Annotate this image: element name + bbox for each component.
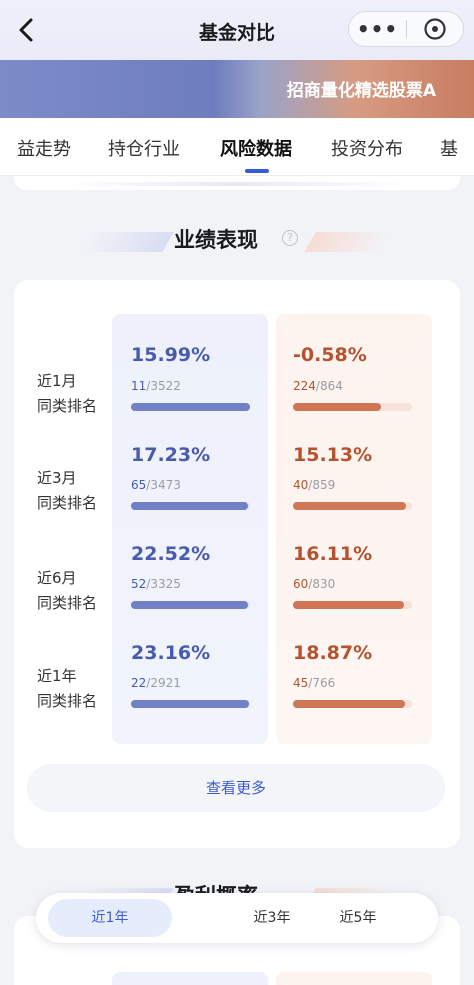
fund-b-column [276, 972, 432, 985]
mini-program-capsule: ••• [348, 11, 464, 47]
fund-a-rank-bar [131, 502, 250, 510]
fund-b-rank: 224/864 [293, 379, 343, 393]
title-bar: 基金对比 ••• [0, 0, 474, 60]
fund-a-return: 23.16% [131, 642, 211, 664]
rank-total: /3325 [146, 577, 181, 591]
rank-position: 65 [131, 478, 147, 492]
fund-b-return: -0.58% [293, 344, 367, 366]
fund-a-rank: 11/3522 [131, 379, 181, 393]
row-label: 近6月 同类排名 [37, 566, 97, 616]
fund-b-rank-bar [293, 502, 412, 510]
rank-bar-fill [131, 502, 248, 510]
period-label: 近6月 [37, 569, 77, 587]
period-option-1y[interactable]: 近1年 [48, 899, 172, 937]
help-icon[interactable]: ? [282, 230, 298, 246]
period-selector: 近1年 近3年 近5年 [36, 893, 438, 943]
page-title: 基金对比 [198, 22, 275, 44]
rank-bar-fill [131, 403, 250, 411]
heading-decoration-left [78, 232, 174, 252]
period-label: 近1月 [37, 372, 77, 390]
fund-b-rank-bar [293, 700, 412, 708]
fund-compare-banner: 招商量化精选股票A [0, 60, 474, 118]
rank-total: /3522 [146, 379, 181, 393]
fund-a-rank-bar [131, 601, 250, 609]
fund-b-return: 18.87% [293, 642, 373, 664]
rank-position: 52 [131, 577, 147, 591]
row-label: 近1年 同类排名 [37, 664, 97, 714]
fund-b-return: 16.11% [293, 543, 373, 565]
close-button[interactable] [407, 17, 463, 41]
fund-b-column [276, 314, 432, 744]
fund-b-rank: 45/766 [293, 676, 335, 690]
fund-a-column [112, 972, 268, 985]
fund-b-rank-bar [293, 601, 412, 609]
period-option-5y[interactable]: 近5年 [339, 910, 377, 926]
section-title: 业绩表现 [174, 228, 258, 252]
rank-position: 224 [293, 379, 316, 393]
rank-label: 同类排名 [37, 594, 98, 612]
rank-bar-fill [293, 700, 405, 708]
fund-a-rank-bar [131, 700, 250, 708]
rank-position: 45 [293, 676, 309, 690]
period-label: 近1年 [37, 667, 77, 685]
row-label: 近1月 同类排名 [37, 369, 97, 419]
heading-decoration-right [304, 232, 392, 252]
rank-total: /859 [308, 478, 336, 492]
close-circle-icon [424, 18, 446, 40]
back-icon[interactable] [14, 16, 40, 44]
fund-b-rank-bar [293, 403, 412, 411]
fund-a-rank: 52/3325 [131, 577, 181, 591]
rank-total: /3473 [146, 478, 181, 492]
performance-heading: 业绩表现 ? [0, 222, 474, 262]
tab-distribution[interactable]: 投资分布 [331, 139, 403, 160]
fund-a-rank-bar [131, 403, 250, 411]
rank-bar-fill [293, 403, 382, 411]
active-tab-indicator [245, 169, 269, 173]
rank-position: 11 [131, 379, 147, 393]
rank-bar-fill [131, 700, 249, 708]
fund-b-rank: 40/859 [293, 478, 335, 492]
rank-position: 60 [293, 577, 309, 591]
previous-card-bottom [14, 176, 460, 190]
rank-total: /2921 [146, 676, 181, 690]
fund-b-rank: 60/830 [293, 577, 335, 591]
period-label: 近3月 [37, 469, 77, 487]
rank-total: /830 [308, 577, 336, 591]
view-more-button[interactable]: 查看更多 [27, 764, 445, 812]
rank-bar-fill [293, 502, 407, 510]
tab-bar: 益走势 持仓行业 风险数据 投资分布 基 [0, 118, 474, 176]
tab-industry[interactable]: 持仓行业 [108, 139, 180, 160]
rank-total: /766 [308, 676, 336, 690]
fund-a-return: 22.52% [131, 543, 211, 565]
rank-position: 40 [293, 478, 309, 492]
tab-trend[interactable]: 益走势 [17, 139, 71, 160]
tab-risk-data[interactable]: 风险数据 [220, 139, 292, 160]
fund-a-return: 15.99% [131, 344, 211, 366]
fund-a-return: 17.23% [131, 444, 211, 466]
rank-position: 22 [131, 676, 147, 690]
fund-b-return: 15.13% [293, 444, 373, 466]
fund-a-rank: 22/2921 [131, 676, 181, 690]
rank-total: /864 [315, 379, 343, 393]
more-options-button[interactable]: ••• [356, 17, 399, 41]
rank-label: 同类排名 [37, 494, 98, 512]
fund-a-rank: 65/3473 [131, 478, 181, 492]
rank-bar-fill [131, 601, 248, 609]
rank-label: 同类排名 [37, 397, 98, 415]
row-label: 近3月 同类排名 [37, 466, 97, 516]
tab-more[interactable]: 基 [440, 139, 458, 160]
fund-a-column [112, 314, 268, 744]
rank-bar-fill [293, 601, 404, 609]
fund-b-name[interactable]: 招商量化精选股票A [286, 81, 436, 101]
rank-label: 同类排名 [37, 692, 98, 710]
period-option-3y[interactable]: 近3年 [253, 910, 291, 926]
capsule-divider [406, 20, 407, 38]
